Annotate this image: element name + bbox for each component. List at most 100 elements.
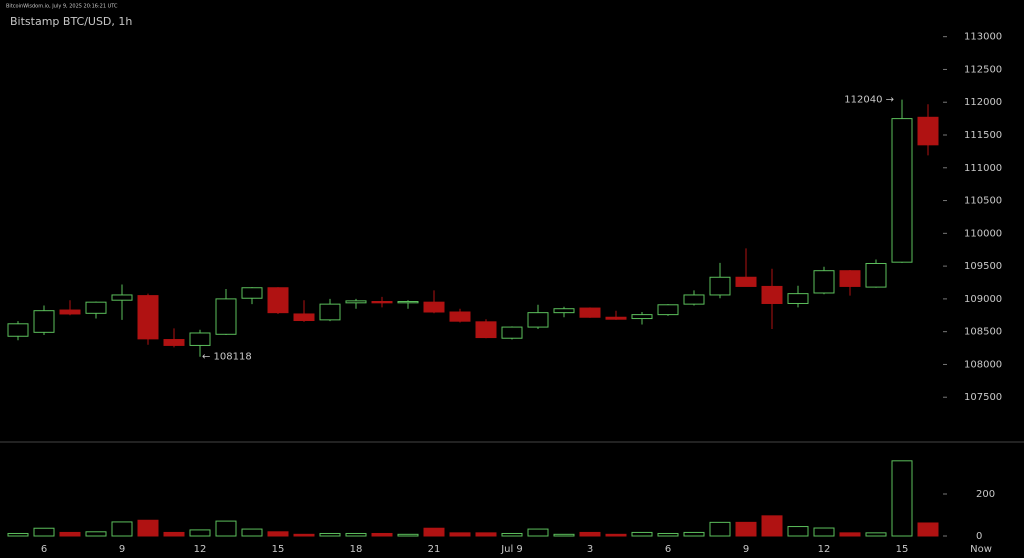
candle-body <box>293 313 315 322</box>
candle-body <box>527 312 549 328</box>
volume-bar <box>293 533 315 537</box>
y-tick-label: 109500 <box>964 261 1002 272</box>
x-tick-label: 15 <box>896 544 909 555</box>
y-tick-label: 112000 <box>964 97 1002 108</box>
x-tick-label: 18 <box>350 544 363 555</box>
y-tick-label: 109000 <box>964 294 1002 305</box>
volume-bar <box>553 533 575 537</box>
volume-bar <box>891 460 913 537</box>
y-tick-label: 110000 <box>964 228 1002 239</box>
volume-bar <box>631 531 653 537</box>
x-tick-label: 15 <box>272 544 285 555</box>
volume-bar <box>449 532 471 537</box>
candle-body <box>813 270 835 294</box>
volume-bar <box>371 532 393 537</box>
volume-bar <box>683 531 705 537</box>
y-tick-label: 108500 <box>964 327 1002 338</box>
x-tick-label: 12 <box>194 544 207 555</box>
candle-body <box>735 276 757 287</box>
candle-body <box>787 293 809 304</box>
y-tick-label: 110500 <box>964 196 1002 207</box>
high-label: 112040 → <box>844 95 894 106</box>
candle-body <box>189 332 211 346</box>
candle-body <box>423 301 445 313</box>
candle-body <box>501 326 523 339</box>
candle-body <box>475 321 497 339</box>
candle-body <box>33 310 55 333</box>
volume-bar <box>839 532 861 537</box>
candle-body <box>553 308 575 314</box>
volume-bar <box>241 528 263 537</box>
volume-bar <box>111 521 133 537</box>
candle-body <box>891 118 913 263</box>
candle-body <box>605 316 627 320</box>
volume-bar <box>267 531 289 537</box>
volume-bar <box>657 532 679 537</box>
y-tick-label: 108000 <box>964 359 1002 370</box>
volume-bar <box>813 527 835 537</box>
y-tick-label: 107500 <box>964 392 1002 403</box>
volume-bar <box>163 531 185 537</box>
candle-body <box>449 311 471 322</box>
candle-body <box>579 307 601 318</box>
volume-bar <box>319 532 341 537</box>
volume-tick-label: 0 <box>976 531 982 542</box>
low-label: ← 108118 <box>202 352 252 363</box>
x-tick-label: 21 <box>428 544 441 555</box>
volume-bar <box>917 522 939 537</box>
candle-body <box>215 298 237 335</box>
candle-body <box>319 303 341 321</box>
y-tick-label: 113000 <box>964 32 1002 43</box>
candle-body <box>111 294 133 301</box>
x-tick-label: 3 <box>587 544 593 555</box>
candle-body <box>137 295 159 340</box>
volume-bar <box>605 533 627 537</box>
candle-body <box>683 294 705 305</box>
candle-body <box>865 262 887 288</box>
volume-bar <box>215 520 237 537</box>
candle-body <box>397 301 419 304</box>
candle-body <box>163 339 185 346</box>
candle-body <box>59 309 81 315</box>
volume-bar <box>527 528 549 537</box>
candle-body <box>631 314 653 320</box>
volume-bar <box>33 527 55 537</box>
volume-bar <box>579 531 601 537</box>
candle-body <box>345 300 367 304</box>
volume-bar <box>137 519 159 537</box>
now-label: Now <box>970 544 992 555</box>
x-tick-label: Jul 9 <box>500 544 523 555</box>
candle-body <box>839 270 861 287</box>
volume-bar <box>787 526 809 537</box>
volume-bar <box>397 533 419 537</box>
candle-body <box>241 287 263 299</box>
candle-body <box>7 323 29 337</box>
x-tick-label: 6 <box>41 544 47 555</box>
candle-body <box>761 285 783 304</box>
candle-body <box>917 116 939 146</box>
header: BitcoinWisdom.io, July 9, 2025 20:16:21 … <box>6 4 118 10</box>
volume-bar <box>735 521 757 537</box>
volume-bar <box>189 529 211 537</box>
volume-bar <box>709 521 731 537</box>
volume-bar <box>423 527 445 537</box>
volume-bar <box>59 531 81 537</box>
volume-bar <box>345 532 367 537</box>
candle-body <box>709 276 731 296</box>
y-tick-label: 111000 <box>964 163 1002 174</box>
volume-bar <box>865 532 887 537</box>
volume-bar <box>475 532 497 537</box>
candle-body <box>85 301 107 314</box>
volume-tick-label: 200 <box>976 489 995 500</box>
candle-body <box>657 304 679 316</box>
volume-bar <box>501 532 523 537</box>
x-tick-label: 6 <box>665 544 671 555</box>
volume-bar <box>761 515 783 537</box>
x-tick-label: 9 <box>743 544 749 555</box>
candle-body <box>371 301 393 304</box>
x-tick-label: 12 <box>818 544 831 555</box>
volume-bar <box>7 532 29 537</box>
x-tick-label: 9 <box>119 544 125 555</box>
